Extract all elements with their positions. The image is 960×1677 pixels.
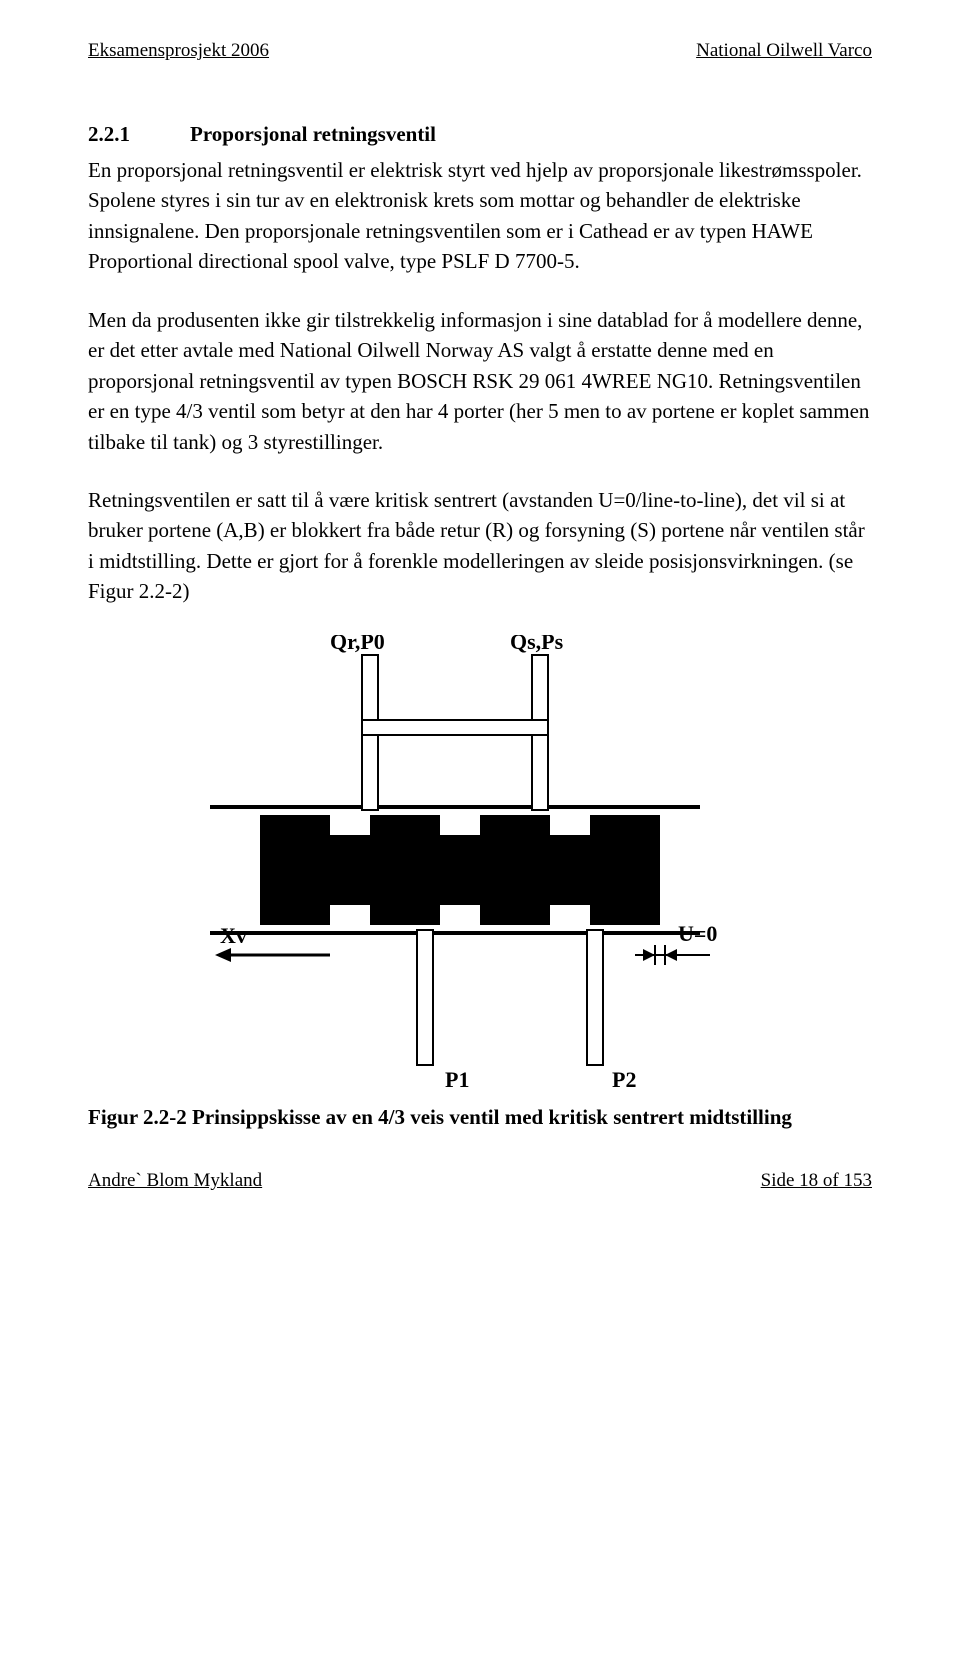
svg-text:P1: P1 [445,1067,469,1092]
header-right: National Oilwell Varco [696,40,872,62]
svg-text:U=0: U=0 [678,921,717,946]
footer-right: Side 18 of 153 [761,1170,872,1192]
page-header: Eksamensprosjekt 2006 National Oilwell V… [88,40,872,62]
svg-text:P2: P2 [612,1067,636,1092]
figure-caption: Figur 2.2-2 Prinsippskisse av en 4/3 vei… [88,1105,872,1130]
svg-text:Qs,Ps: Qs,Ps [510,635,564,654]
paragraph-1: En proporsjonal retningsventil er elektr… [88,155,872,277]
figure-valve-diagram: Qr,P0 Qs,Ps Q1 Q2 Xv U=0 P1 P2 [88,635,872,1095]
section-title: Proporsjonal retningsventil [190,122,436,147]
header-left: Eksamensprosjekt 2006 [88,40,269,62]
page-footer: Andre` Blom Mykland Side 18 of 153 [88,1170,872,1192]
svg-text:Qr,P0: Qr,P0 [330,635,385,654]
paragraph-3: Retningsventilen er satt til å være krit… [88,485,872,607]
svg-text:Xv: Xv [220,923,247,948]
footer-left: Andre` Blom Mykland [88,1170,262,1192]
section-number: 2.2.1 [88,122,130,147]
section-heading: 2.2.1 Proporsjonal retningsventil [88,122,872,147]
svg-text:Q2: Q2 [608,877,636,902]
paragraph-2: Men da produsenten ikke gir tilstrekkeli… [88,305,872,457]
svg-text:Q1: Q1 [458,877,486,902]
